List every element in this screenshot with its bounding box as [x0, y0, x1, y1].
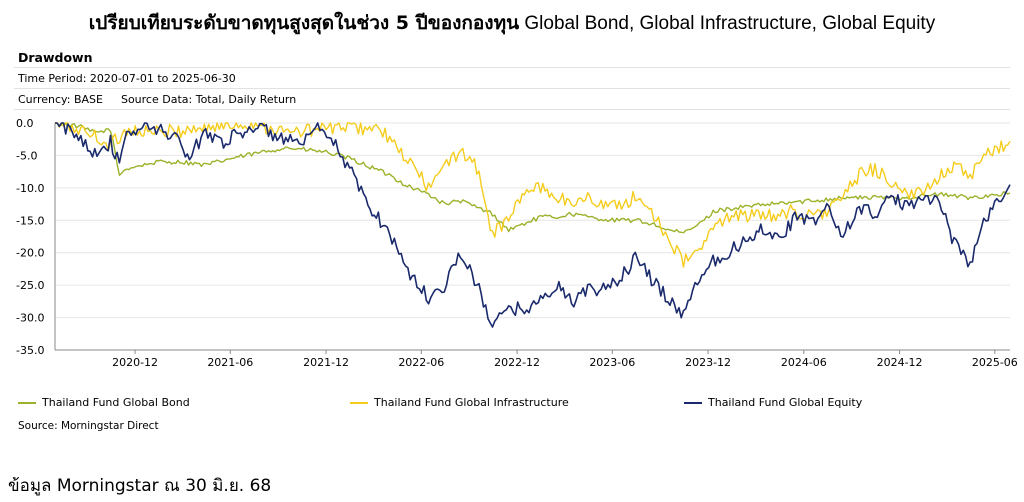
source-data-label: Source Data: Total, Daily Return	[120, 93, 297, 106]
grid-lines	[54, 122, 1010, 351]
y-tick-label: -20.0	[16, 247, 44, 260]
y-tick-label: -10.0	[16, 182, 44, 195]
x-tick-label: 2020-12	[112, 356, 158, 369]
x-tick-label: 2025-06	[972, 356, 1018, 369]
x-tick-label: 2021-12	[303, 356, 349, 369]
time-period: Time Period: 2020-07-01 to 2025-06-30	[18, 72, 236, 85]
legend-label: Thailand Fund Global Bond	[42, 396, 190, 409]
divider	[14, 109, 1010, 110]
meta-row: Currency: BASE Source Data: Total, Daily …	[18, 93, 314, 106]
page-title: เปรียบเทียบระดับขาดทุนสูงสุดในช่วง 5 ปีข…	[0, 8, 1024, 38]
series-line-thailand-fund-global-bond	[55, 122, 1011, 234]
legend-item-global-infrastructure: Thailand Fund Global Infrastructure	[350, 396, 569, 409]
x-tick-label: 2024-06	[781, 356, 827, 369]
x-axis-ticks: 2020-12 2021-06 2021-12 2022-06 2022-12 2023-…	[112, 350, 1018, 369]
x-tick-label: 2022-12	[494, 356, 540, 369]
divider	[14, 67, 1010, 68]
currency-label: Currency: BASE	[18, 93, 103, 106]
x-tick-label: 2023-12	[685, 356, 731, 369]
y-tick-label: -35.0	[16, 344, 44, 357]
legend-label: Thailand Fund Global Equity	[708, 396, 863, 409]
x-tick-label: 2022-06	[398, 356, 444, 369]
series-lines	[55, 122, 1011, 328]
legend-swatch	[684, 401, 702, 404]
x-tick-label: 2024-12	[877, 356, 923, 369]
x-tick-label: 2021-06	[207, 356, 253, 369]
legend-swatch	[350, 401, 368, 404]
y-tick-label: 0.0	[16, 117, 34, 130]
y-tick-label: -25.0	[16, 279, 44, 292]
legend-label: Thailand Fund Global Infrastructure	[374, 396, 569, 409]
series-line-thailand-fund-global-equity	[55, 122, 1011, 328]
divider	[14, 88, 1010, 89]
legend-item-global-bond: Thailand Fund Global Bond	[18, 396, 190, 409]
y-tick-label: -30.0	[16, 312, 44, 325]
footnote: ข้อมูล Morningstar ณ 30 มิ.ย. 68	[8, 476, 272, 496]
chart-title: Drawdown	[18, 50, 93, 65]
series-line-thailand-fund-global-infrastructure	[55, 122, 1011, 268]
y-tick-label: -5.0	[16, 149, 37, 162]
page-title-latin: Global Bond, Global Infrastructure, Glob…	[519, 13, 936, 34]
page-title-thai: เปรียบเทียบระดับขาดทุนสูงสุดในช่วง 5 ปีข…	[88, 12, 520, 34]
legend-swatch	[18, 401, 36, 404]
source-note: Source: Morningstar Direct	[18, 420, 159, 432]
y-tick-label: -15.0	[16, 214, 44, 227]
x-tick-label: 2023-06	[589, 356, 635, 369]
y-axis-ticks: 0.0 -5.0 -10.0 -15.0 -20.0 -25.0 -30.0 -35.0	[16, 117, 44, 357]
legend-item-global-equity: Thailand Fund Global Equity	[684, 396, 862, 409]
